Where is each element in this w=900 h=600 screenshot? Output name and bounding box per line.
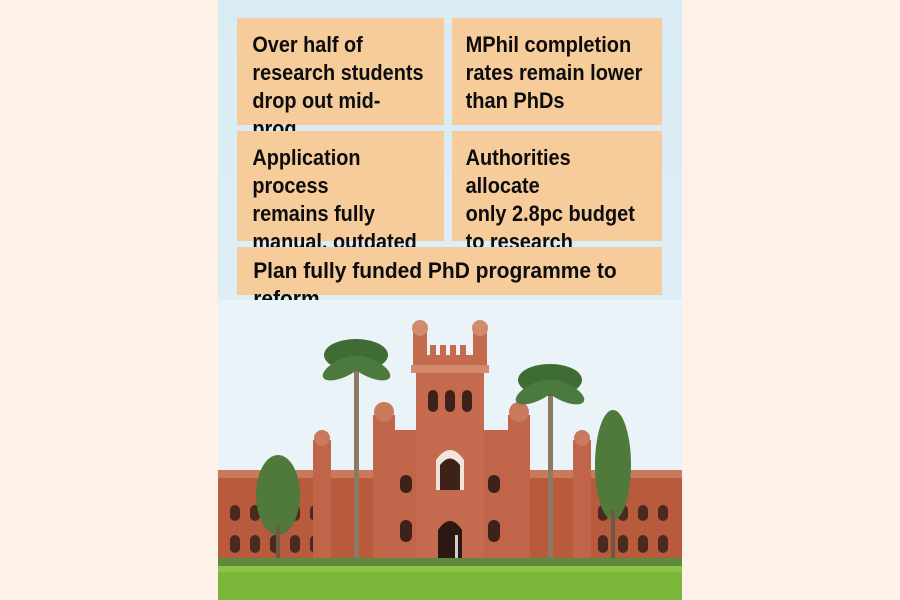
fact-box-dropout: Over half of research students drop out … — [237, 18, 444, 141]
infographic-panel: Over half of research students drop out … — [218, 0, 682, 600]
fact-box-application: Application process remains fully manual… — [237, 131, 444, 254]
fact-text: MPhil completion rates remain lower than… — [465, 32, 643, 113]
fact-box-plan: Plan fully funded PhD programme to refor… — [237, 247, 662, 311]
fact-text: Application process remains fully manual… — [252, 145, 417, 254]
university-building-photo — [218, 300, 682, 600]
fact-text: Over half of research students drop out … — [252, 32, 424, 141]
fact-box-mphil: MPhil completion rates remain lower than… — [452, 18, 662, 125]
fact-text: Authorities allocate only 2.8pc budget t… — [465, 145, 635, 254]
fact-box-budget: Authorities allocate only 2.8pc budget t… — [452, 131, 662, 254]
